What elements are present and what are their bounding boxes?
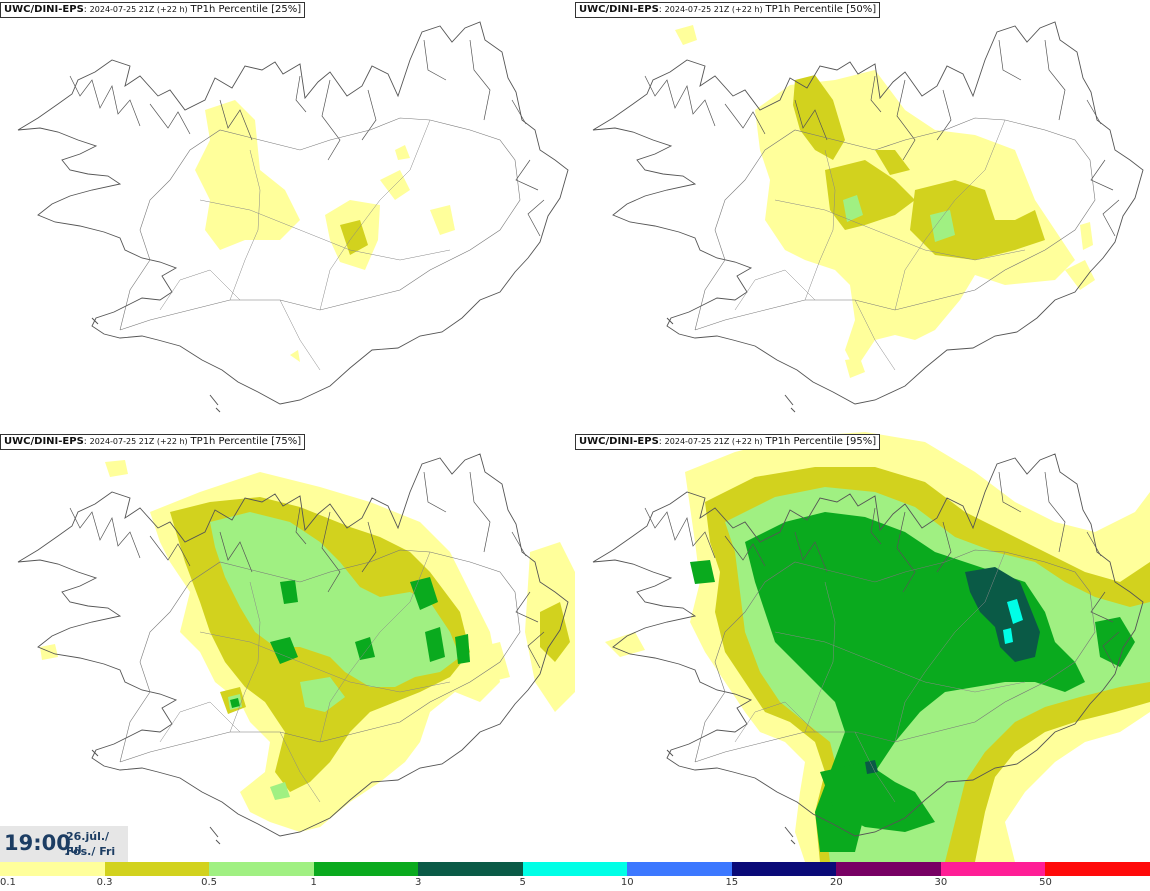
panel-title-run: 2024-07-25 21Z (+22 h) bbox=[664, 5, 763, 14]
panel-title: UWC/DINI-EPS: 2024-07-25 21Z (+22 h) TP1… bbox=[0, 434, 306, 450]
colorbar-tick-label: 3 bbox=[414, 877, 422, 888]
colorbar-tick-label: 0.3 bbox=[96, 877, 113, 888]
panel-title-variable: TP1h Percentile [50%] bbox=[765, 4, 877, 15]
colorbar bbox=[0, 862, 1150, 876]
colorbar-segment bbox=[313, 862, 419, 876]
map-panel-p75: UWC/DINI-EPS: 2024-07-25 21Z (+22 h) TP1… bbox=[0, 432, 575, 862]
valid-date-line1: 26.júl./ Jul bbox=[66, 830, 110, 856]
colorbar-tick-label: 5 bbox=[519, 877, 526, 888]
colorbar-tick-label: 15 bbox=[725, 877, 739, 888]
panel-title-run: 2024-07-25 21Z (+22 h) bbox=[664, 437, 763, 446]
colorbar-segment bbox=[731, 862, 837, 876]
colorbar-labels: 0.1 0.3 0.5 1 3 5 10 15 20 30 50 bbox=[0, 876, 1150, 891]
panel-title: UWC/DINI-EPS: 2024-07-25 21Z (+22 h) TP1… bbox=[0, 2, 306, 18]
colorbar-segment bbox=[104, 862, 210, 876]
map-panel-p95: UWC/DINI-EPS: 2024-07-25 21Z (+22 h) TP1… bbox=[575, 432, 1150, 862]
colorbar-tick-label: 50 bbox=[1039, 877, 1052, 888]
colorbar-segment bbox=[0, 862, 105, 876]
colorbar-tick-label: 20 bbox=[829, 877, 843, 888]
panel-title-source: UWC/DINI-EPS bbox=[579, 436, 659, 447]
panel-title-variable: TP1h Percentile [25%] bbox=[190, 4, 302, 15]
panel-title-source: UWC/DINI-EPS bbox=[4, 4, 84, 15]
colorbar-segment bbox=[209, 862, 314, 876]
panel-title-variable: TP1h Percentile [95%] bbox=[765, 436, 877, 447]
colorbar-tick-label: 10 bbox=[620, 877, 634, 888]
precipitation-map bbox=[17, 453, 575, 845]
valid-time: 19:00 bbox=[4, 831, 71, 855]
colorbar-segment bbox=[1045, 862, 1150, 876]
precipitation-map bbox=[592, 21, 1144, 413]
precipitation-map bbox=[17, 21, 569, 413]
panel-title-source: UWC/DINI-EPS bbox=[579, 4, 659, 15]
precip-field bbox=[195, 100, 455, 362]
colorbar-segment bbox=[836, 862, 941, 876]
colorbar-segment bbox=[940, 862, 1046, 876]
colorbar-tick-label: 0.1 bbox=[0, 877, 16, 888]
map-panel-p50: UWC/DINI-EPS: 2024-07-25 21Z (+22 h) TP1… bbox=[575, 0, 1150, 430]
map-panel-p25: UWC/DINI-EPS: 2024-07-25 21Z (+22 h) TP1… bbox=[0, 0, 575, 430]
colorbar-segment bbox=[522, 862, 628, 876]
panel-title-source: UWC/DINI-EPS bbox=[4, 436, 84, 447]
panel-title: UWC/DINI-EPS: 2024-07-25 21Z (+22 h) TP1… bbox=[575, 2, 881, 18]
panel-title: UWC/DINI-EPS: 2024-07-25 21Z (+22 h) TP1… bbox=[575, 434, 881, 450]
precipitation-map bbox=[592, 432, 1150, 862]
panel-title-run: 2024-07-25 21Z (+22 h) bbox=[89, 437, 188, 446]
panel-title-run: 2024-07-25 21Z (+22 h) bbox=[89, 5, 188, 14]
colorbar-tick-label: 1 bbox=[310, 877, 317, 888]
valid-date-line2: Fös./ Fri bbox=[66, 845, 116, 858]
colorbar-segment bbox=[627, 862, 732, 876]
colorbar-tick-label: 30 bbox=[934, 877, 948, 888]
colorbar-tick-label: 0.5 bbox=[201, 877, 218, 888]
panel-title-variable: TP1h Percentile [75%] bbox=[190, 436, 302, 447]
valid-time-box: 19:00 26.júl./ Jul Fös./ Fri bbox=[0, 826, 128, 862]
colorbar-segment bbox=[418, 862, 523, 876]
